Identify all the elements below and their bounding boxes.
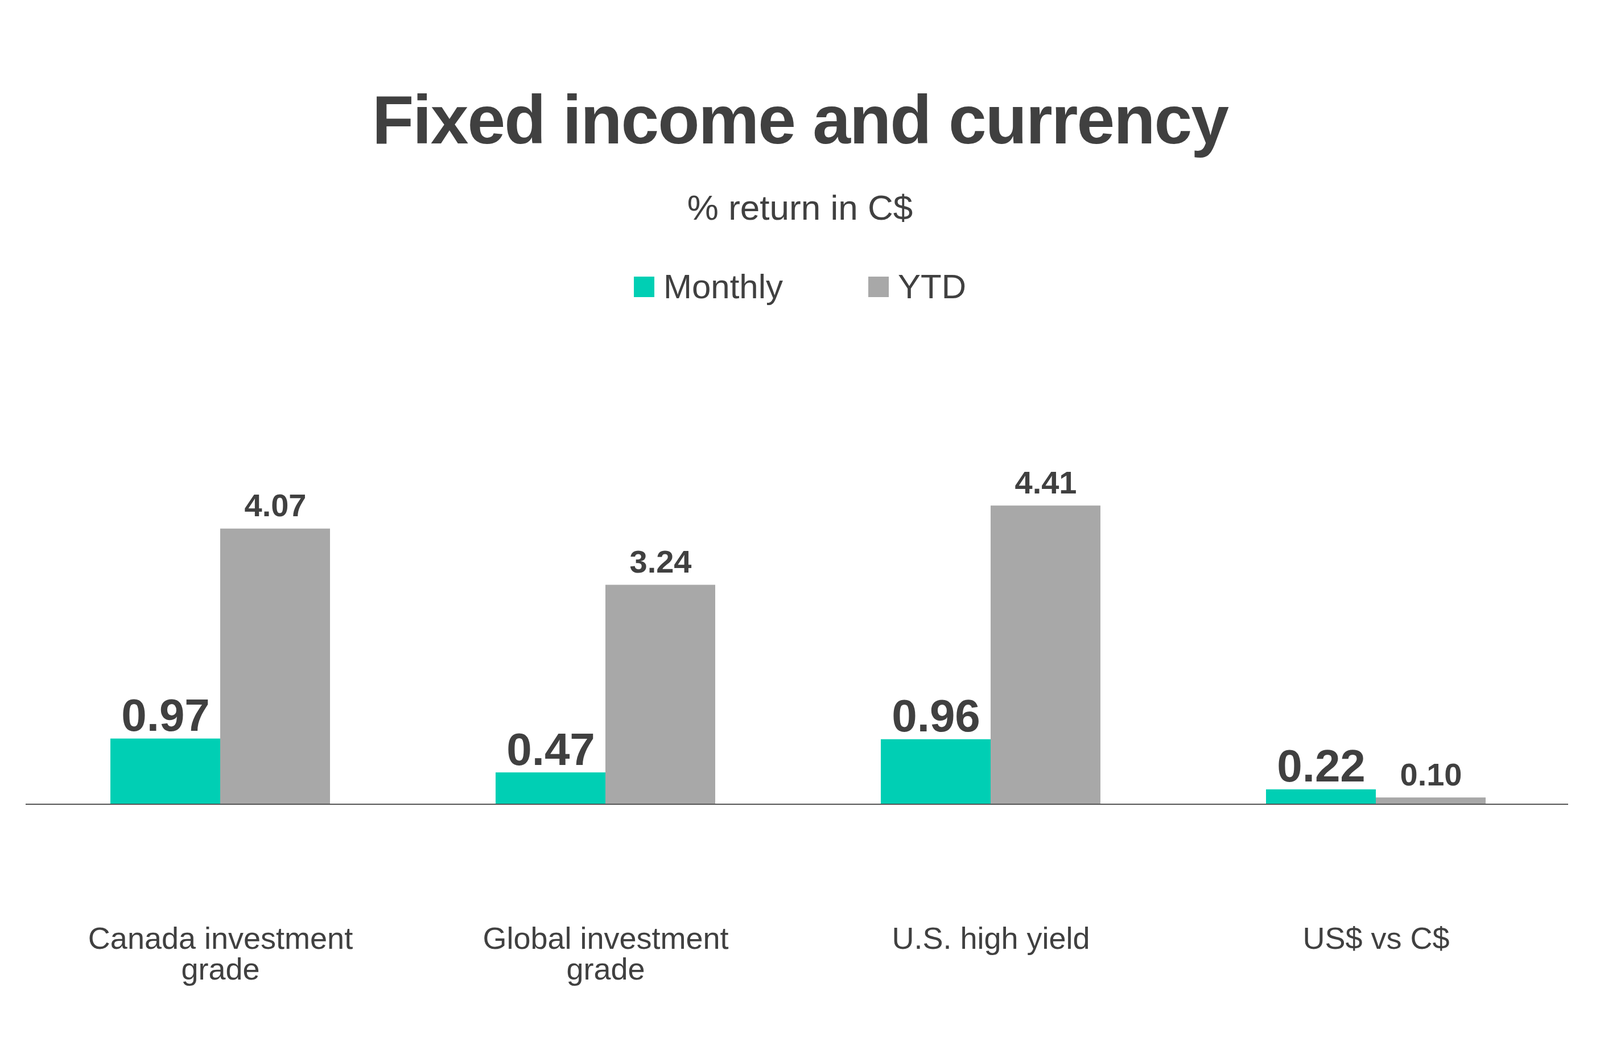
html-text:Monthly: Monthly (663, 267, 783, 306)
html-text:% return in C$: % return in C$ (687, 187, 913, 228)
svg-text:3.24: 3.24 (629, 543, 692, 580)
svg-text:0.22: 0.22 (1276, 740, 1366, 791)
svg-text:4.07: 4.07 (244, 487, 307, 523)
svg-text:0.96: 0.96 (891, 690, 981, 741)
svg-text:4.41: 4.41 (1015, 464, 1078, 501)
svg-text:Canada investmentgrade: Canada investmentgrade (88, 920, 353, 986)
svg-text:0.47: 0.47 (506, 723, 596, 775)
svg-text:0.97: 0.97 (121, 689, 210, 741)
html-text:YTD: YTD (897, 267, 967, 306)
svg-text:US$ vs C$: US$ vs C$ (1302, 920, 1450, 955)
svg-text:0.10: 0.10 (1400, 756, 1463, 793)
svg-text:U.S. high yield: U.S. high yield (891, 920, 1090, 955)
svg-text:Global investmentgrade: Global investmentgrade (482, 920, 729, 986)
html-text:Fixed income and currency: Fixed income and currency (372, 81, 1228, 158)
